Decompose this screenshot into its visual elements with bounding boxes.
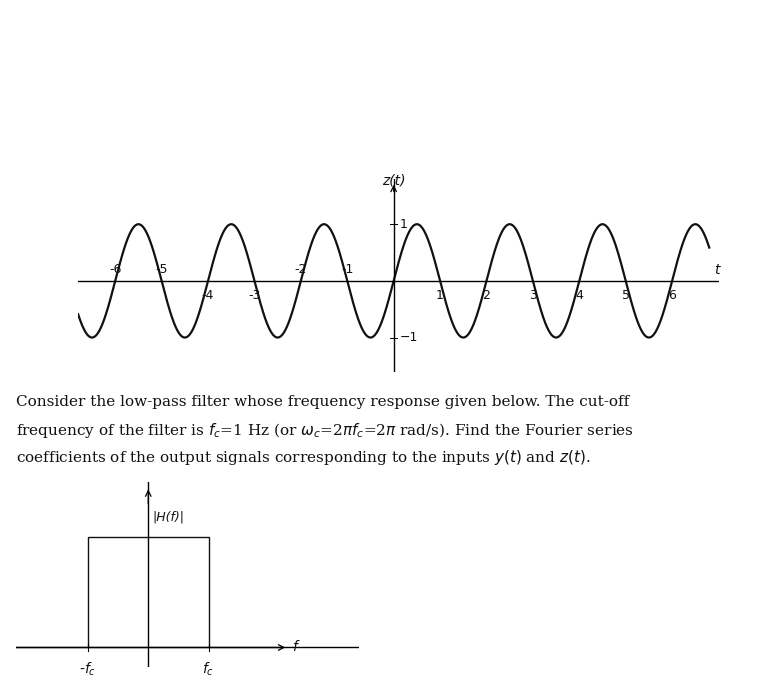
Text: 6: 6 [669,290,676,302]
Text: -1: -1 [341,264,354,277]
Text: −1: −1 [399,331,418,344]
Text: -$f_c$: -$f_c$ [80,660,97,678]
Text: -4: -4 [201,290,214,302]
Text: 1: 1 [399,217,407,230]
Text: $f_c$: $f_c$ [202,660,215,678]
Text: Consider the low-pass filter whose frequency response given below. The cut-off: Consider the low-pass filter whose frequ… [16,396,629,409]
Text: t: t [714,264,719,277]
Text: 5: 5 [622,290,629,302]
Text: |H(f)|: |H(f)| [152,510,184,524]
Text: z(t): z(t) [382,173,405,187]
Text: frequency of the filter is $f_c$=1 Hz (or $\omega_c$=2$\pi f_c$=2$\pi$ rad/s). F: frequency of the filter is $f_c$=1 Hz (o… [16,420,633,440]
Text: 2: 2 [483,290,490,302]
Text: 1: 1 [436,290,444,302]
Text: -5: -5 [155,264,168,277]
Text: 3: 3 [529,290,537,302]
Text: coefficients of the output signals corresponding to the inputs $y(t)$ and $z(t)$: coefficients of the output signals corre… [16,448,590,467]
Bar [88,537,209,647]
Text: -2: -2 [294,264,307,277]
Text: f: f [292,641,297,654]
Text: -6: -6 [109,264,121,277]
Text: 4: 4 [576,290,583,302]
Text: -3: -3 [248,290,261,302]
